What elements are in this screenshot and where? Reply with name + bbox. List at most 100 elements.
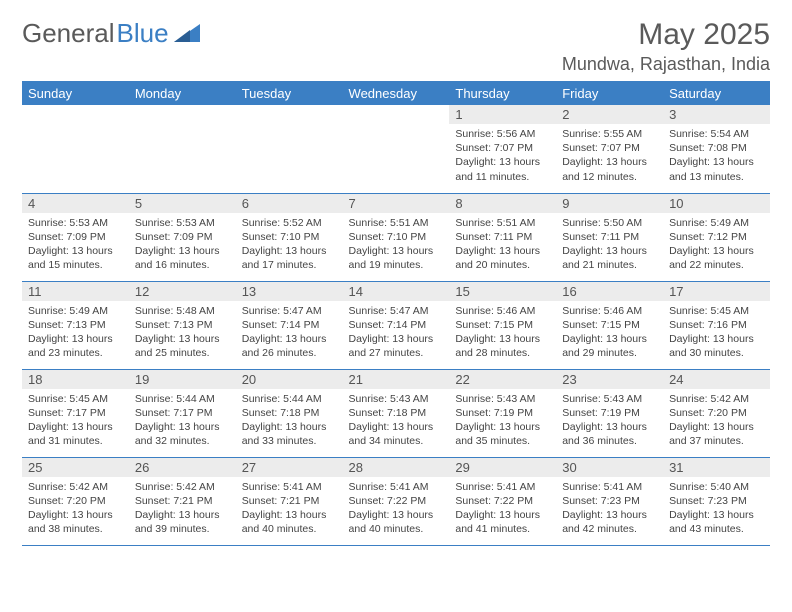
calendar-cell	[22, 105, 129, 193]
sunrise-text: Sunrise: 5:42 AM	[28, 480, 123, 494]
sunset-text: Sunset: 7:21 PM	[242, 494, 337, 508]
day-data: Sunrise: 5:40 AMSunset: 7:23 PMDaylight:…	[663, 477, 770, 541]
day-number: 19	[129, 370, 236, 389]
calendar-cell: 10Sunrise: 5:49 AMSunset: 7:12 PMDayligh…	[663, 193, 770, 281]
sunrise-text: Sunrise: 5:44 AM	[135, 392, 230, 406]
calendar-cell: 31Sunrise: 5:40 AMSunset: 7:23 PMDayligh…	[663, 457, 770, 545]
sunset-text: Sunset: 7:11 PM	[455, 230, 550, 244]
daylight-text: Daylight: 13 hours and 38 minutes.	[28, 508, 123, 536]
calendar-cell: 22Sunrise: 5:43 AMSunset: 7:19 PMDayligh…	[449, 369, 556, 457]
day-number: 9	[556, 194, 663, 213]
calendar-row: 25Sunrise: 5:42 AMSunset: 7:20 PMDayligh…	[22, 457, 770, 545]
day-number: 28	[343, 458, 450, 477]
calendar-cell: 30Sunrise: 5:41 AMSunset: 7:23 PMDayligh…	[556, 457, 663, 545]
day-number	[22, 105, 129, 109]
sunrise-text: Sunrise: 5:47 AM	[242, 304, 337, 318]
day-data: Sunrise: 5:54 AMSunset: 7:08 PMDaylight:…	[663, 124, 770, 188]
daylight-text: Daylight: 13 hours and 40 minutes.	[349, 508, 444, 536]
sunrise-text: Sunrise: 5:46 AM	[562, 304, 657, 318]
sunset-text: Sunset: 7:09 PM	[28, 230, 123, 244]
day-header: Saturday	[663, 82, 770, 105]
daylight-text: Daylight: 13 hours and 13 minutes.	[669, 155, 764, 183]
daylight-text: Daylight: 13 hours and 26 minutes.	[242, 332, 337, 360]
sunset-text: Sunset: 7:16 PM	[669, 318, 764, 332]
day-number	[129, 105, 236, 109]
day-header: Thursday	[449, 82, 556, 105]
day-data: Sunrise: 5:41 AMSunset: 7:22 PMDaylight:…	[343, 477, 450, 541]
day-data: Sunrise: 5:41 AMSunset: 7:23 PMDaylight:…	[556, 477, 663, 541]
sunset-text: Sunset: 7:13 PM	[135, 318, 230, 332]
calendar-cell: 15Sunrise: 5:46 AMSunset: 7:15 PMDayligh…	[449, 281, 556, 369]
calendar-cell: 23Sunrise: 5:43 AMSunset: 7:19 PMDayligh…	[556, 369, 663, 457]
calendar-cell: 16Sunrise: 5:46 AMSunset: 7:15 PMDayligh…	[556, 281, 663, 369]
day-number: 25	[22, 458, 129, 477]
sunrise-text: Sunrise: 5:50 AM	[562, 216, 657, 230]
calendar-cell: 12Sunrise: 5:48 AMSunset: 7:13 PMDayligh…	[129, 281, 236, 369]
sunset-text: Sunset: 7:19 PM	[455, 406, 550, 420]
header: GeneralBlue May 2025 Mundwa, Rajasthan, …	[22, 18, 770, 75]
sunset-text: Sunset: 7:23 PM	[669, 494, 764, 508]
day-header: Sunday	[22, 82, 129, 105]
daylight-text: Daylight: 13 hours and 11 minutes.	[455, 155, 550, 183]
sunset-text: Sunset: 7:15 PM	[562, 318, 657, 332]
day-number: 13	[236, 282, 343, 301]
sunset-text: Sunset: 7:20 PM	[669, 406, 764, 420]
sunrise-text: Sunrise: 5:41 AM	[455, 480, 550, 494]
day-header: Friday	[556, 82, 663, 105]
day-number: 12	[129, 282, 236, 301]
day-number: 18	[22, 370, 129, 389]
calendar-cell: 2Sunrise: 5:55 AMSunset: 7:07 PMDaylight…	[556, 105, 663, 193]
sunset-text: Sunset: 7:17 PM	[135, 406, 230, 420]
calendar-row: 18Sunrise: 5:45 AMSunset: 7:17 PMDayligh…	[22, 369, 770, 457]
sunrise-text: Sunrise: 5:42 AM	[135, 480, 230, 494]
month-title: May 2025	[562, 18, 770, 52]
daylight-text: Daylight: 13 hours and 31 minutes.	[28, 420, 123, 448]
sunrise-text: Sunrise: 5:40 AM	[669, 480, 764, 494]
daylight-text: Daylight: 13 hours and 23 minutes.	[28, 332, 123, 360]
daylight-text: Daylight: 13 hours and 19 minutes.	[349, 244, 444, 272]
sunset-text: Sunset: 7:20 PM	[28, 494, 123, 508]
title-block: May 2025 Mundwa, Rajasthan, India	[562, 18, 770, 75]
sunset-text: Sunset: 7:21 PM	[135, 494, 230, 508]
daylight-text: Daylight: 13 hours and 33 minutes.	[242, 420, 337, 448]
calendar-cell: 27Sunrise: 5:41 AMSunset: 7:21 PMDayligh…	[236, 457, 343, 545]
sunset-text: Sunset: 7:10 PM	[242, 230, 337, 244]
calendar-cell: 4Sunrise: 5:53 AMSunset: 7:09 PMDaylight…	[22, 193, 129, 281]
calendar-cell: 3Sunrise: 5:54 AMSunset: 7:08 PMDaylight…	[663, 105, 770, 193]
day-data: Sunrise: 5:41 AMSunset: 7:22 PMDaylight:…	[449, 477, 556, 541]
day-number: 30	[556, 458, 663, 477]
calendar-cell: 29Sunrise: 5:41 AMSunset: 7:22 PMDayligh…	[449, 457, 556, 545]
calendar-cell: 11Sunrise: 5:49 AMSunset: 7:13 PMDayligh…	[22, 281, 129, 369]
day-data: Sunrise: 5:46 AMSunset: 7:15 PMDaylight:…	[449, 301, 556, 365]
day-data: Sunrise: 5:51 AMSunset: 7:11 PMDaylight:…	[449, 213, 556, 277]
day-number: 3	[663, 105, 770, 124]
sunrise-text: Sunrise: 5:52 AM	[242, 216, 337, 230]
sunrise-text: Sunrise: 5:47 AM	[349, 304, 444, 318]
sunset-text: Sunset: 7:18 PM	[242, 406, 337, 420]
calendar-row: 11Sunrise: 5:49 AMSunset: 7:13 PMDayligh…	[22, 281, 770, 369]
sunrise-text: Sunrise: 5:41 AM	[562, 480, 657, 494]
day-data: Sunrise: 5:45 AMSunset: 7:17 PMDaylight:…	[22, 389, 129, 453]
sunrise-text: Sunrise: 5:43 AM	[349, 392, 444, 406]
sunset-text: Sunset: 7:23 PM	[562, 494, 657, 508]
sunset-text: Sunset: 7:14 PM	[349, 318, 444, 332]
calendar-cell: 14Sunrise: 5:47 AMSunset: 7:14 PMDayligh…	[343, 281, 450, 369]
calendar-cell	[129, 105, 236, 193]
day-number: 14	[343, 282, 450, 301]
daylight-text: Daylight: 13 hours and 34 minutes.	[349, 420, 444, 448]
calendar-cell	[343, 105, 450, 193]
day-data: Sunrise: 5:42 AMSunset: 7:21 PMDaylight:…	[129, 477, 236, 541]
sunset-text: Sunset: 7:15 PM	[455, 318, 550, 332]
sunset-text: Sunset: 7:18 PM	[349, 406, 444, 420]
sunset-text: Sunset: 7:22 PM	[349, 494, 444, 508]
day-number: 22	[449, 370, 556, 389]
daylight-text: Daylight: 13 hours and 42 minutes.	[562, 508, 657, 536]
daylight-text: Daylight: 13 hours and 35 minutes.	[455, 420, 550, 448]
logo-text-gray: General	[22, 18, 115, 49]
day-data: Sunrise: 5:47 AMSunset: 7:14 PMDaylight:…	[343, 301, 450, 365]
calendar-cell: 26Sunrise: 5:42 AMSunset: 7:21 PMDayligh…	[129, 457, 236, 545]
daylight-text: Daylight: 13 hours and 21 minutes.	[562, 244, 657, 272]
daylight-text: Daylight: 13 hours and 39 minutes.	[135, 508, 230, 536]
sunrise-text: Sunrise: 5:53 AM	[28, 216, 123, 230]
location: Mundwa, Rajasthan, India	[562, 54, 770, 75]
